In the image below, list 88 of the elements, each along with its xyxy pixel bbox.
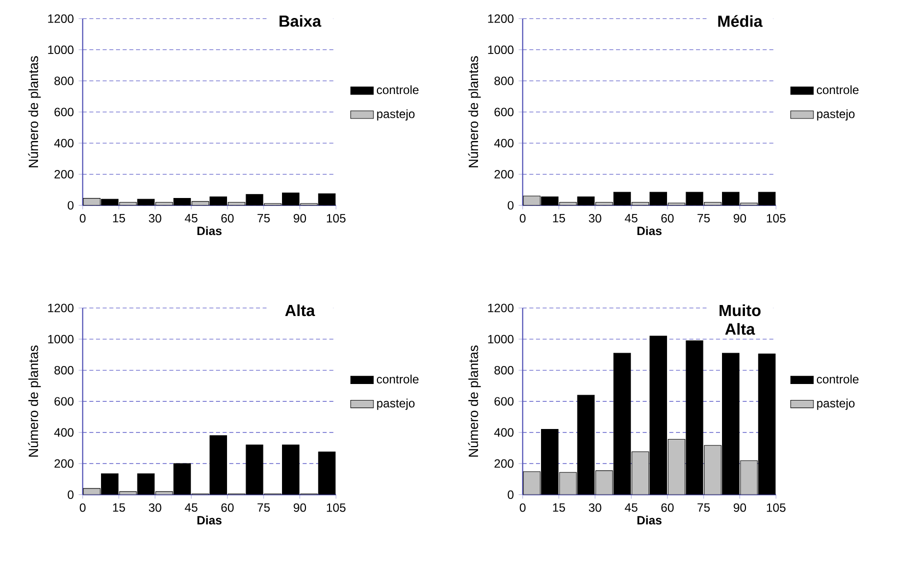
y-tick-label: 0 xyxy=(68,490,74,499)
y-tick-label: 0 xyxy=(508,200,514,210)
x-tick-label: 60 xyxy=(661,503,674,512)
y-tick-label: 400 xyxy=(54,138,74,148)
x-tick-label: 45 xyxy=(184,214,198,222)
y-axis-title: Número de plantas xyxy=(468,56,481,168)
x-tick-label: 90 xyxy=(294,503,306,512)
y-tick-label: 800 xyxy=(54,366,74,374)
x-tick-label: 60 xyxy=(221,214,234,222)
x-tick-label: 60 xyxy=(221,503,234,512)
bar xyxy=(668,438,686,494)
y-tick-label: 800 xyxy=(494,366,514,374)
x-tick-label: 0 xyxy=(80,503,86,512)
x-tick-label: 30 xyxy=(588,503,602,512)
x-tick-label: 15 xyxy=(553,214,566,222)
bar xyxy=(559,472,577,494)
x-tick-label: 15 xyxy=(113,503,126,512)
legend-label: controle xyxy=(376,85,419,94)
bar xyxy=(83,198,100,206)
y-tick-label: 1200 xyxy=(48,304,74,312)
x-tick-label: 45 xyxy=(624,503,638,512)
y-tick-label: 0 xyxy=(68,200,74,210)
y-tick-label: 1200 xyxy=(48,14,74,23)
x-tick-label: 15 xyxy=(553,503,566,512)
legend-label: pastejo xyxy=(377,398,415,410)
x-tick-label: 0 xyxy=(520,503,526,512)
x-tick-label: 30 xyxy=(588,214,602,222)
bar xyxy=(523,471,540,494)
y-tick-label: 1000 xyxy=(488,45,514,54)
x-tick-label: 90 xyxy=(294,214,306,222)
bar xyxy=(740,460,758,494)
y-tick-label: 400 xyxy=(54,428,74,437)
x-tick-label: 105 xyxy=(766,503,786,512)
bar xyxy=(595,470,613,494)
x-tick-label: 105 xyxy=(326,503,346,512)
y-tick-label: 400 xyxy=(494,138,514,148)
y-tick-label: 400 xyxy=(494,428,514,437)
x-tick-label: 45 xyxy=(624,214,638,222)
y-axis-title: Número de plantas xyxy=(28,56,41,168)
y-tick-label: 800 xyxy=(494,76,514,85)
legend-label: pastejo xyxy=(377,109,415,120)
y-tick-label: 600 xyxy=(54,396,74,406)
x-tick-label: 0 xyxy=(80,214,86,222)
y-tick-label: 1200 xyxy=(488,14,514,23)
y-tick-label: 200 xyxy=(54,170,74,178)
legend-label: controle xyxy=(816,85,859,94)
y-tick-label: 1000 xyxy=(488,334,514,344)
legend-label: controle xyxy=(376,374,419,384)
chart-title: Média xyxy=(718,14,763,27)
y-tick-label: 200 xyxy=(54,459,74,468)
chart-title: Muito Alta xyxy=(720,304,761,335)
x-axis-title: Dias xyxy=(637,226,662,236)
x-tick-label: 105 xyxy=(326,214,346,222)
chart-title: Alta xyxy=(285,304,316,316)
y-tick-label: 1000 xyxy=(48,45,74,54)
legend-label: pastejo xyxy=(817,109,855,120)
x-tick-label: 90 xyxy=(734,503,746,512)
x-axis-title: Dias xyxy=(197,516,222,524)
legend-label: pastejo xyxy=(817,398,855,410)
chart-title: Baixa xyxy=(280,14,322,27)
x-axis-title: Dias xyxy=(197,226,222,236)
x-tick-label: 75 xyxy=(698,503,710,512)
y-tick-label: 0 xyxy=(508,490,514,499)
x-tick-label: 75 xyxy=(258,503,270,512)
y-tick-label: 1000 xyxy=(48,334,74,344)
bar xyxy=(632,451,650,494)
x-tick-label: 45 xyxy=(184,503,198,512)
y-axis-title: Número de plantas xyxy=(28,345,41,456)
y-tick-label: 600 xyxy=(494,396,514,406)
x-tick-label: 15 xyxy=(113,214,126,222)
x-tick-label: 75 xyxy=(258,214,270,222)
x-tick-label: 105 xyxy=(766,214,786,222)
x-tick-label: 30 xyxy=(148,214,162,222)
x-axis-title: Dias xyxy=(637,516,662,524)
y-tick-label: 600 xyxy=(494,108,514,116)
legend-label: controle xyxy=(816,374,859,384)
x-tick-label: 60 xyxy=(661,214,674,222)
x-tick-label: 75 xyxy=(698,214,710,222)
y-tick-label: 600 xyxy=(54,108,74,116)
x-tick-label: 0 xyxy=(520,214,526,222)
y-tick-label: 200 xyxy=(494,459,514,468)
x-tick-label: 90 xyxy=(734,214,746,222)
x-tick-label: 30 xyxy=(148,503,162,512)
y-axis-title: Número de plantas xyxy=(468,345,481,456)
y-tick-label: 800 xyxy=(54,76,74,85)
y-tick-label: 200 xyxy=(494,170,514,178)
bar xyxy=(704,444,722,494)
y-tick-label: 1200 xyxy=(488,304,514,312)
